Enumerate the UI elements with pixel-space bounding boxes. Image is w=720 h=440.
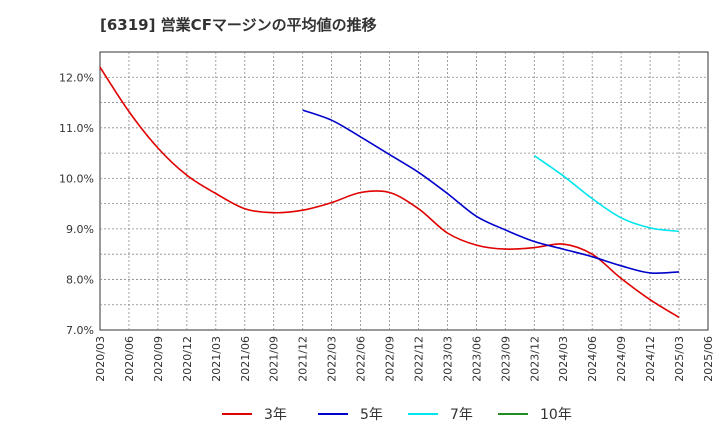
x-tick-label: 2023/09: [499, 336, 512, 382]
plot-area: [99, 51, 709, 331]
x-tick-label: 2021/12: [297, 336, 310, 382]
legend-label-2: 7年: [450, 407, 473, 423]
y-tick-label: 12.0%: [59, 71, 94, 84]
y-tick-label: 11.0%: [59, 122, 94, 135]
series-line-1: [302, 109, 680, 274]
x-tick-label: 2020/06: [123, 336, 136, 382]
x-tick-label: 2023/06: [470, 336, 483, 382]
x-tick-label: 2024/06: [586, 336, 599, 382]
x-tick-label: 2022/09: [384, 336, 397, 382]
x-tick-label: 2024/09: [615, 336, 628, 382]
legend-label-3: 10年: [540, 407, 572, 423]
x-tick-label: 2022/03: [326, 336, 339, 382]
x-tick-label: 2021/03: [210, 336, 223, 382]
x-tick-label: 2020/09: [152, 336, 165, 382]
y-tick-label: 8.0%: [66, 273, 94, 286]
x-tick-label: 2024/03: [557, 336, 570, 382]
x-tick-label: 2020/12: [181, 336, 194, 382]
x-tick-label: 2025/03: [673, 336, 686, 382]
legend-label-0: 3年: [264, 407, 287, 423]
x-tick-label: 2022/12: [412, 336, 425, 382]
x-tick-label: 2024/12: [644, 336, 657, 382]
x-tick-label: 2025/06: [702, 336, 715, 382]
legend-label-1: 5年: [360, 407, 383, 423]
chart-title: [6319] 営業CFマージンの平均値の推移: [100, 16, 377, 34]
y-tick-label: 7.0%: [66, 324, 94, 337]
series-line-0: [99, 66, 680, 319]
x-tick-label: 2023/12: [528, 336, 541, 382]
y-tick-label: 9.0%: [66, 223, 94, 236]
x-tick-label: 2021/09: [268, 336, 281, 382]
x-tick-label: 2021/06: [239, 336, 252, 382]
x-tick-label: 2022/06: [355, 336, 368, 382]
y-tick-label: 10.0%: [59, 172, 94, 185]
x-tick-label: 2020/03: [94, 336, 107, 382]
series-line-2: [533, 154, 680, 233]
x-tick-label: 2023/03: [441, 336, 454, 382]
